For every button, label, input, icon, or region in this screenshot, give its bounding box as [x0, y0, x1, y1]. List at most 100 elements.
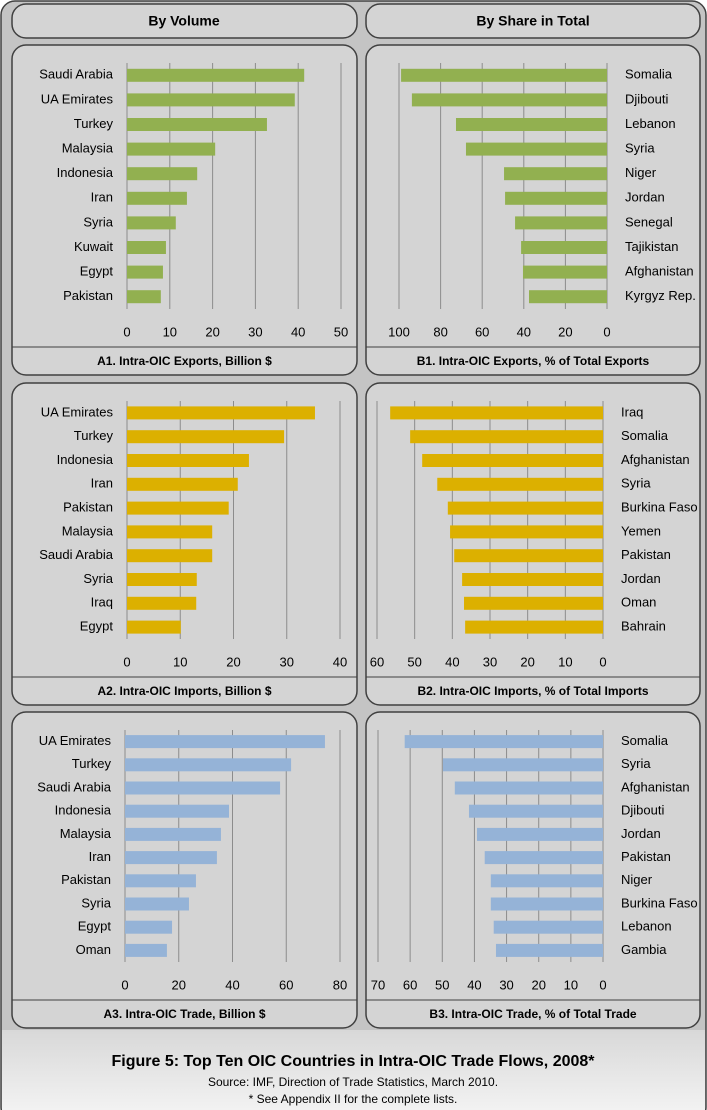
bar — [390, 406, 603, 420]
bar — [125, 827, 221, 841]
x-tick-label: 80 — [333, 977, 347, 992]
bar — [484, 851, 603, 865]
x-tick-label: 0 — [121, 977, 128, 992]
bar — [401, 68, 607, 82]
bar — [127, 573, 197, 586]
bar — [493, 920, 603, 934]
category-label: Pakistan — [63, 288, 113, 303]
category-label: Indonesia — [57, 452, 114, 467]
bar — [127, 406, 315, 420]
bar — [127, 167, 198, 181]
bar — [529, 290, 607, 304]
category-label: UA Emirates — [41, 91, 114, 106]
x-tick-label: 60 — [370, 654, 384, 669]
bar — [454, 781, 603, 795]
category-label: Afghanistan — [621, 452, 690, 467]
figure-source: Source: IMF, Direction of Trade Statisti… — [208, 1075, 498, 1089]
bar — [410, 430, 603, 444]
bar — [447, 501, 603, 515]
category-label: Turkey — [74, 428, 114, 443]
category-label: Djibouti — [621, 803, 664, 818]
category-label: Kuwait — [74, 239, 113, 254]
x-tick-label: 40 — [467, 977, 481, 992]
x-tick-label: 60 — [475, 324, 489, 339]
x-tick-label: 10 — [163, 324, 177, 339]
category-label: Iran — [91, 190, 113, 205]
bar — [127, 596, 197, 610]
category-label: Syria — [83, 214, 113, 229]
x-tick-label: 40 — [445, 654, 459, 669]
bar — [462, 573, 603, 586]
column-header: By Share in Total — [476, 13, 589, 29]
x-tick-label: 30 — [248, 324, 262, 339]
panel — [11, 44, 358, 376]
category-label: Djibouti — [625, 91, 668, 106]
bar — [442, 758, 603, 772]
x-tick-label: 50 — [407, 654, 421, 669]
category-label: Kyrgyz Rep. — [625, 288, 696, 303]
category-label: Lebanon — [621, 919, 672, 934]
bar — [125, 897, 189, 911]
category-label: Oman — [76, 942, 111, 957]
bar — [490, 897, 603, 911]
figure-note: * See Appendix II for the complete lists… — [249, 1092, 458, 1106]
bar — [127, 477, 238, 491]
x-tick-label: 60 — [279, 977, 293, 992]
category-label: Turkey — [72, 756, 112, 771]
category-label: Jordan — [621, 826, 661, 841]
category-label: Egypt — [78, 919, 112, 934]
category-label: Saudi Arabia — [37, 779, 111, 794]
category-label: UA Emirates — [41, 404, 114, 419]
x-tick-label: 40 — [333, 654, 347, 669]
bar — [125, 781, 281, 795]
category-label: Iran — [91, 476, 113, 491]
category-label: Iraq — [621, 404, 643, 419]
x-tick-label: 40 — [225, 977, 239, 992]
x-tick-label: 0 — [603, 324, 610, 339]
bar — [127, 191, 187, 205]
bar — [465, 142, 607, 156]
x-tick-label: 80 — [433, 324, 447, 339]
x-tick-label: 0 — [123, 654, 130, 669]
x-tick-label: 30 — [499, 977, 513, 992]
bar — [127, 93, 295, 107]
header-box — [365, 3, 701, 39]
bar — [505, 191, 607, 205]
x-tick-label: 60 — [403, 977, 417, 992]
x-tick-label: 0 — [599, 654, 606, 669]
bar — [127, 430, 285, 444]
bar — [127, 501, 229, 515]
x-tick-label: 10 — [558, 654, 572, 669]
bar — [450, 525, 603, 539]
category-label: Somalia — [621, 428, 669, 443]
x-tick-label: 0 — [123, 324, 130, 339]
chart-title: A3. Intra-OIC Trade, Billion $ — [103, 1007, 265, 1021]
bar — [125, 851, 217, 865]
header-box — [11, 3, 358, 39]
category-label: Saudi Arabia — [39, 547, 113, 562]
x-tick-label: 20 — [558, 324, 572, 339]
bar — [490, 874, 603, 888]
x-tick-label: 20 — [205, 324, 219, 339]
chart-title: B2. Intra-OIC Imports, % of Total Import… — [417, 684, 648, 698]
category-label: Malaysia — [62, 523, 114, 538]
category-label: Gambia — [621, 942, 667, 957]
bar — [127, 216, 176, 230]
category-label: Pakistan — [61, 872, 111, 887]
bar — [127, 454, 249, 467]
category-label: Afghanistan — [621, 779, 690, 794]
chart-title: B3. Intra-OIC Trade, % of Total Trade — [429, 1007, 636, 1021]
x-tick-label: 30 — [280, 654, 294, 669]
category-label: Tajikistan — [625, 239, 678, 254]
category-label: Lebanon — [625, 116, 676, 131]
bar — [411, 93, 607, 107]
bar — [127, 525, 213, 539]
bar — [465, 620, 603, 634]
category-label: Syria — [625, 141, 655, 156]
x-tick-label: 0 — [599, 977, 606, 992]
category-label: Malaysia — [62, 141, 114, 156]
bar — [125, 804, 230, 818]
category-label: Jordan — [625, 190, 665, 205]
x-tick-label: 70 — [371, 977, 385, 992]
category-label: Indonesia — [55, 803, 112, 818]
